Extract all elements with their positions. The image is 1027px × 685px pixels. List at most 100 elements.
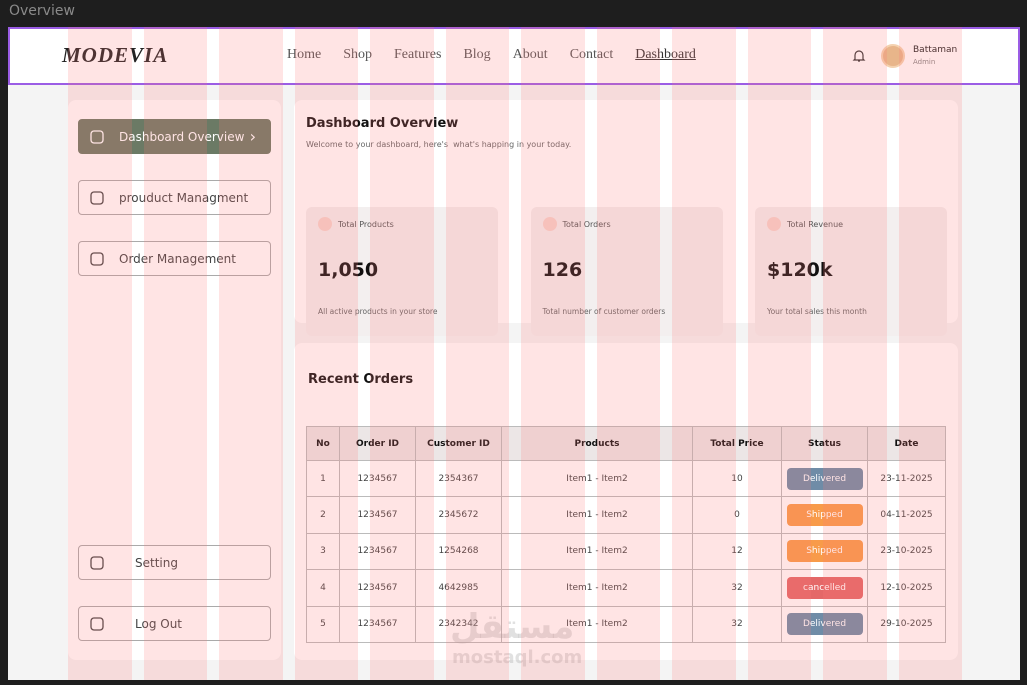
table-row: 2 1234567 2345672 Item1 - Item2 0 Shipped 04-1… [306, 496, 946, 534]
table-cell: 4 [306, 569, 340, 607]
stat-icon [767, 217, 781, 231]
table-cell: Delivered [781, 605, 868, 643]
navbar: MODEVIA Home Shop Features Blog About Contact… [8, 27, 1020, 85]
overview-title: Dashboard Overview [306, 116, 459, 131]
nav-link[interactable]: Blog [463, 47, 491, 62]
table-cell: 3 [306, 532, 340, 571]
logo[interactable]: MODEVIA [62, 43, 169, 67]
column-header: Status [781, 426, 868, 461]
table-cell: 29-10-2025 [867, 605, 946, 643]
menu-label: Order Management [119, 251, 236, 266]
stat-label: Total Revenue [787, 220, 844, 229]
frame-label: Overview [9, 3, 75, 19]
status-badge: Delivered [786, 467, 863, 490]
menu-label: prouduct Managment [119, 190, 249, 205]
stat-note: Your total sales this month [767, 307, 867, 316]
overview-subtitle: Welcome to your dashboard, here's what's… [306, 140, 572, 149]
table-cell: Shipped [781, 496, 868, 534]
footer-label: Setting [135, 555, 178, 570]
bell-icon[interactable] [852, 49, 866, 63]
table-cell: 23-10-2025 [867, 532, 946, 571]
stat-value: $120k [767, 259, 833, 281]
menu-button[interactable]: Order Management [78, 241, 271, 276]
table-cell: 2342342 [415, 605, 502, 643]
nav-link[interactable]: Shop [343, 47, 373, 62]
table-cell: Shipped [781, 532, 868, 571]
table-cell: 2345672 [415, 496, 502, 534]
table-cell: 04-11-2025 [867, 496, 946, 534]
orders-panel: Recent Orders No Order ID Customer ID Produ… [294, 343, 958, 660]
table-cell: 0 [692, 496, 782, 534]
footer-button[interactable]: Setting [78, 545, 271, 580]
table-row: 1 1234567 2354367 Item1 - Item2 10 Delivered 2… [306, 459, 946, 498]
stat-card: Total Orders 126 Total number of customer … [530, 207, 723, 336]
user-name: Battaman [913, 45, 958, 55]
stat-label: Total Products [338, 220, 394, 229]
table-cell: 32 [692, 569, 782, 607]
status-badge: cancelled [786, 576, 863, 599]
table-cell: 1234567 [339, 459, 416, 498]
nav-links: Home Shop Features Blog About Contact Dashboar… [287, 47, 696, 63]
orders-table: No Order ID Customer ID Products Total Price… [306, 426, 946, 643]
stat-card: Total Products 1,050 All active products i… [306, 207, 498, 336]
column-header: Total Price [692, 426, 782, 461]
nav-link[interactable]: About [512, 47, 548, 62]
table-cell: Item1 - Item2 [501, 532, 693, 571]
stat-card: Total Revenue $120k Your total sales this … [755, 207, 947, 336]
table-row: 5 1234567 2342342 Item1 - Item2 32 Delivered 2… [306, 605, 946, 643]
frame: MODEVIA Home Shop Features Blog About Contact… [8, 27, 1020, 680]
table-cell: Item1 - Item2 [501, 569, 693, 607]
table-cell: cancelled [781, 569, 868, 607]
table-cell: 23-11-2025 [867, 459, 946, 498]
table-cell: 32 [692, 605, 782, 643]
table-cell: 1234567 [339, 496, 416, 534]
menu-label: Dashboard Overview [119, 129, 245, 144]
table-cell: 12-10-2025 [867, 569, 946, 607]
stat-value: 126 [542, 259, 583, 281]
table-cell: 5 [306, 605, 340, 643]
table-header: No Order ID Customer ID Products Total Price… [306, 426, 946, 461]
user-role: Admin [913, 58, 936, 66]
nav-link[interactable]: Features [394, 47, 442, 62]
stat-icon [318, 217, 332, 231]
overview-panel: Dashboard Overview Welcome to your dashb… [294, 100, 958, 336]
table-cell: Delivered [781, 459, 868, 498]
stat-icon [542, 217, 557, 231]
menu-button[interactable]: Dashboard Overview › [78, 119, 271, 154]
table-cell: 10 [692, 459, 782, 498]
footer-label: Log Out [135, 616, 183, 631]
chevron: › [249, 127, 256, 146]
stat-label: Total Orders [562, 220, 611, 229]
table-cell: 1234567 [339, 605, 416, 643]
stat-value: 1,050 [318, 259, 379, 281]
menu-button[interactable]: prouduct Managment [78, 180, 271, 215]
nav-link[interactable]: Contact [569, 47, 614, 62]
table-cell: 1 [306, 459, 340, 498]
nav-link[interactable]: Dashboard [635, 47, 696, 62]
column-header: No [306, 426, 340, 461]
stat-note: All active products in your store [318, 307, 438, 316]
status-badge: Shipped [786, 540, 863, 563]
table-cell: 12 [692, 532, 782, 571]
table-cell: 4642985 [415, 569, 502, 607]
table-cell: 1254268 [415, 532, 502, 571]
stat-note: Total number of customer orders [542, 307, 666, 316]
nav-link[interactable]: Home [287, 47, 322, 62]
column-header: Customer ID [415, 426, 502, 461]
table-row: 3 1234567 1254268 Item1 - Item2 12 Shipped 23-… [306, 532, 946, 571]
sidebar: Dashboard Overview › prouduct Managment Ord… [68, 100, 281, 660]
table-cell: 1234567 [339, 569, 416, 607]
orders-title: Recent Orders [308, 372, 414, 387]
column-header: Date [867, 426, 946, 461]
table-cell: 2354367 [415, 459, 502, 498]
watermark-arabic: مستقل [450, 607, 575, 647]
watermark-latin: mostaql.com [452, 647, 583, 668]
avatar[interactable] [881, 44, 905, 68]
table-cell: Item1 - Item2 [501, 496, 693, 534]
footer-button[interactable]: Log Out [78, 606, 271, 641]
column-header: Products [501, 426, 693, 461]
table-cell: Item1 - Item2 [501, 459, 693, 498]
table-cell: 1234567 [339, 532, 416, 571]
status-badge: Shipped [786, 504, 863, 527]
